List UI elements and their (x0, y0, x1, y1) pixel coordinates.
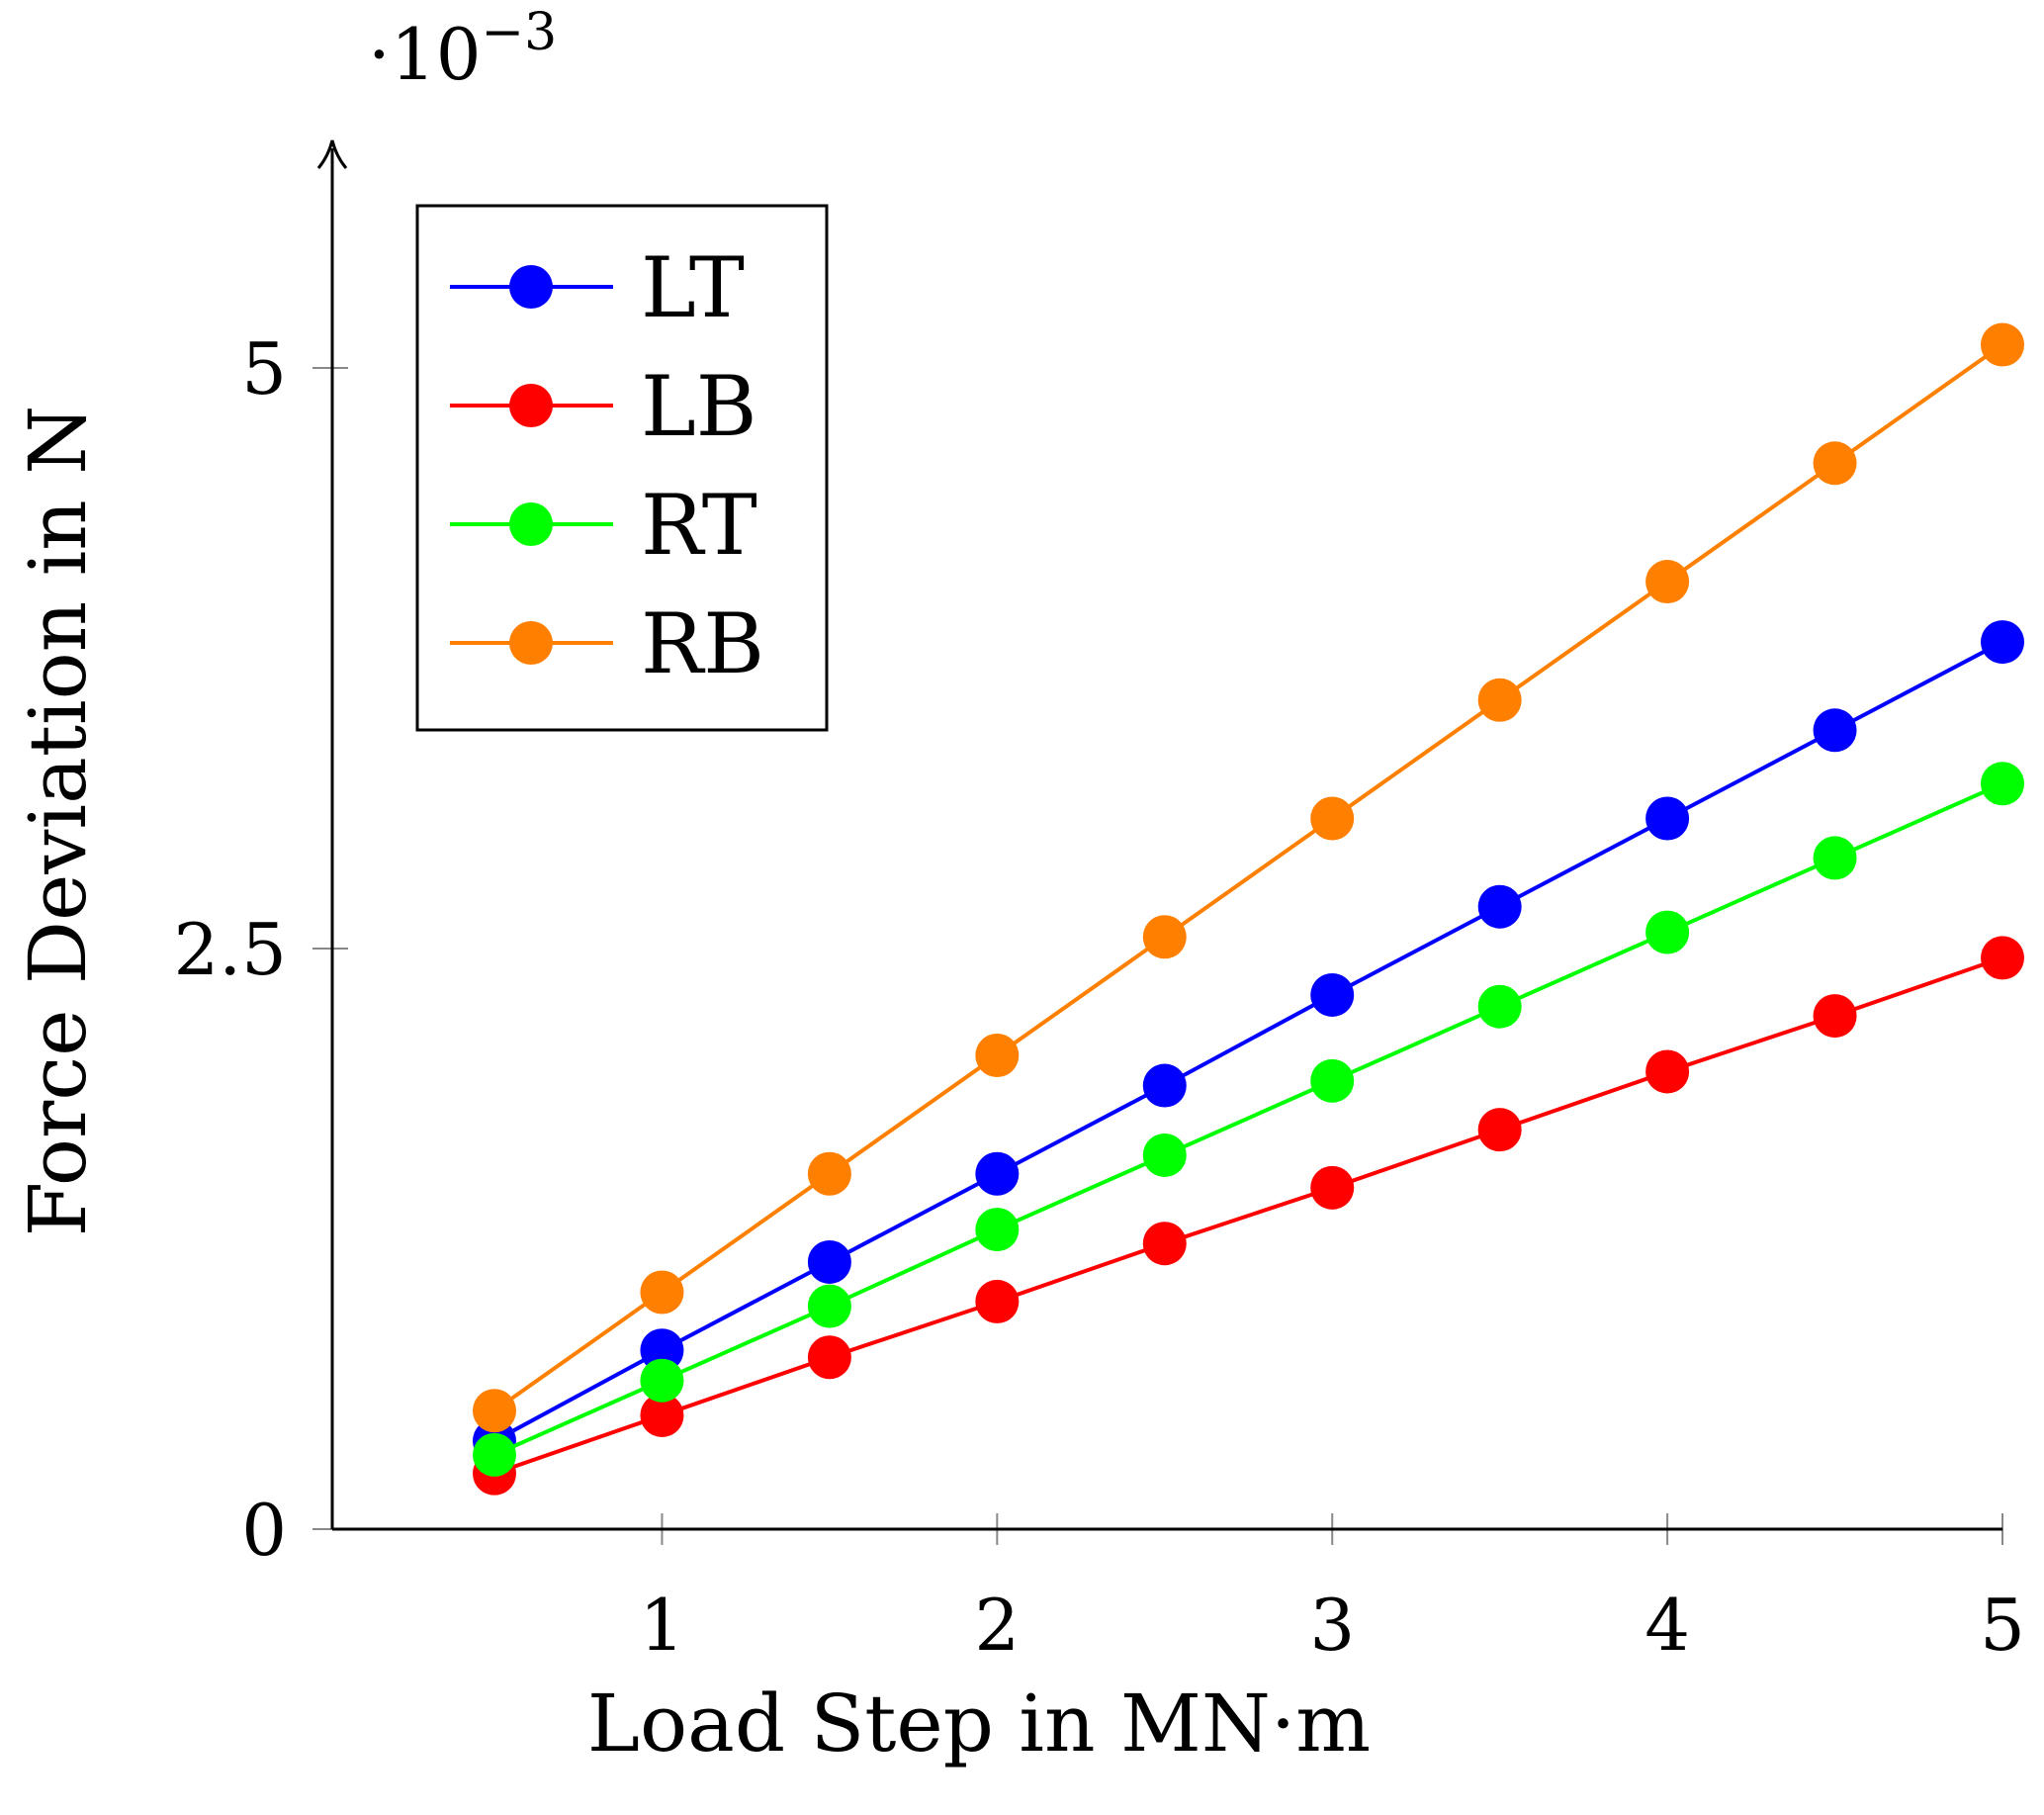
legend-marker (509, 621, 553, 665)
legend-label: RB (641, 595, 764, 692)
y-multiplier-exponent: −3 (482, 3, 558, 62)
data-point-rt (640, 1358, 684, 1403)
data-point-lt (1310, 972, 1355, 1017)
data-point-rt (807, 1284, 851, 1328)
data-point-rb (1645, 560, 1690, 604)
data-point-rt (975, 1208, 1020, 1252)
data-point-rb (807, 1151, 851, 1196)
data-point-rt (1645, 910, 1690, 954)
data-point-lt (1981, 620, 2024, 665)
x-tick-label: 4 (1644, 1584, 1690, 1667)
data-point-lb (1310, 1165, 1355, 1210)
y-multiplier-base: ·10 (368, 13, 482, 96)
legend-entry-rt: RT (450, 477, 757, 574)
legend-entry-lb: LB (450, 358, 757, 455)
data-point-rt (473, 1432, 516, 1477)
y-tick-label: 2.5 (173, 908, 287, 991)
data-point-lt (1645, 796, 1690, 841)
legend-marker (509, 265, 553, 309)
legend-label: LT (641, 239, 745, 336)
series-layer (473, 322, 2024, 1496)
data-point-lb (807, 1335, 851, 1380)
series-line-lt (493, 640, 2003, 1443)
tick-labels: 1 2 3 4 5 0 2.5 5 (173, 327, 2024, 1667)
data-point-rb (640, 1270, 684, 1315)
series-line-rt (493, 781, 2003, 1457)
data-point-lt (807, 1239, 851, 1284)
data-point-lb (1981, 936, 2024, 980)
data-point-lb (1142, 1222, 1187, 1266)
data-point-rt (1477, 984, 1522, 1029)
series-line-rb (492, 342, 2004, 1412)
x-tick-label: 3 (1309, 1584, 1355, 1667)
data-point-lt (1142, 1063, 1187, 1108)
data-point-lt (640, 1328, 684, 1373)
x-tick-label: 1 (640, 1584, 685, 1667)
data-point-lb (1813, 994, 1857, 1039)
legend-marker (509, 384, 553, 427)
data-point-rb (473, 1389, 516, 1433)
data-point-lb (1645, 1049, 1690, 1094)
y-axis-arrowhead (316, 139, 348, 169)
data-point-rt (1981, 762, 2024, 806)
data-point-rt (1310, 1058, 1355, 1103)
data-point-rb (1813, 441, 1857, 486)
series-line-lb (493, 955, 2003, 1476)
x-axis-title: Load Step in MN·m (587, 1678, 1371, 1770)
series-lb (473, 936, 2024, 1496)
legend-marker (509, 502, 553, 546)
legend-label: RT (641, 477, 757, 574)
data-point-lt (1813, 708, 1857, 753)
data-point-rt (1142, 1133, 1187, 1177)
legend-label: LB (641, 358, 757, 455)
data-point-rt (1813, 836, 1857, 880)
series-rb (473, 322, 2024, 1433)
data-point-rb (1477, 678, 1522, 722)
data-point-lt (1477, 884, 1522, 929)
data-point-lb (975, 1279, 1020, 1323)
series-rt (473, 762, 2024, 1477)
data-point-rb (1981, 322, 2024, 367)
data-point-lb (1477, 1108, 1522, 1152)
y-axis-title: Force Deviation in N (12, 406, 104, 1236)
legend-box (415, 204, 829, 732)
y-tick-label: 0 (241, 1489, 287, 1572)
data-point-rb (975, 1034, 1020, 1078)
y-multiplier: ·10−3 (368, 3, 557, 96)
legend-entry-rb: RB (450, 595, 764, 692)
data-point-rb (1142, 915, 1187, 959)
data-point-lt (975, 1151, 1020, 1196)
series-lt (473, 620, 2024, 1463)
legend: LT LB RT RB (415, 204, 829, 732)
data-point-rb (1310, 796, 1355, 841)
legend-entry-lt: LT (450, 239, 745, 336)
data-point-lb (640, 1393, 684, 1437)
x-tick-label: 5 (1980, 1584, 2025, 1667)
y-tick-label: 5 (241, 327, 287, 410)
x-tick-label: 2 (974, 1584, 1020, 1667)
